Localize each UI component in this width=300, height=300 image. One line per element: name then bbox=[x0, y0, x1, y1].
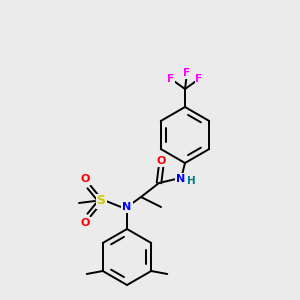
Text: O: O bbox=[156, 156, 166, 166]
Text: N: N bbox=[176, 174, 186, 184]
Text: H: H bbox=[187, 176, 195, 186]
Text: N: N bbox=[122, 202, 132, 212]
Text: O: O bbox=[80, 218, 90, 228]
Text: F: F bbox=[195, 74, 203, 84]
Text: O: O bbox=[80, 174, 90, 184]
Text: S: S bbox=[97, 194, 106, 208]
Text: F: F bbox=[167, 74, 175, 84]
Text: F: F bbox=[183, 68, 190, 78]
